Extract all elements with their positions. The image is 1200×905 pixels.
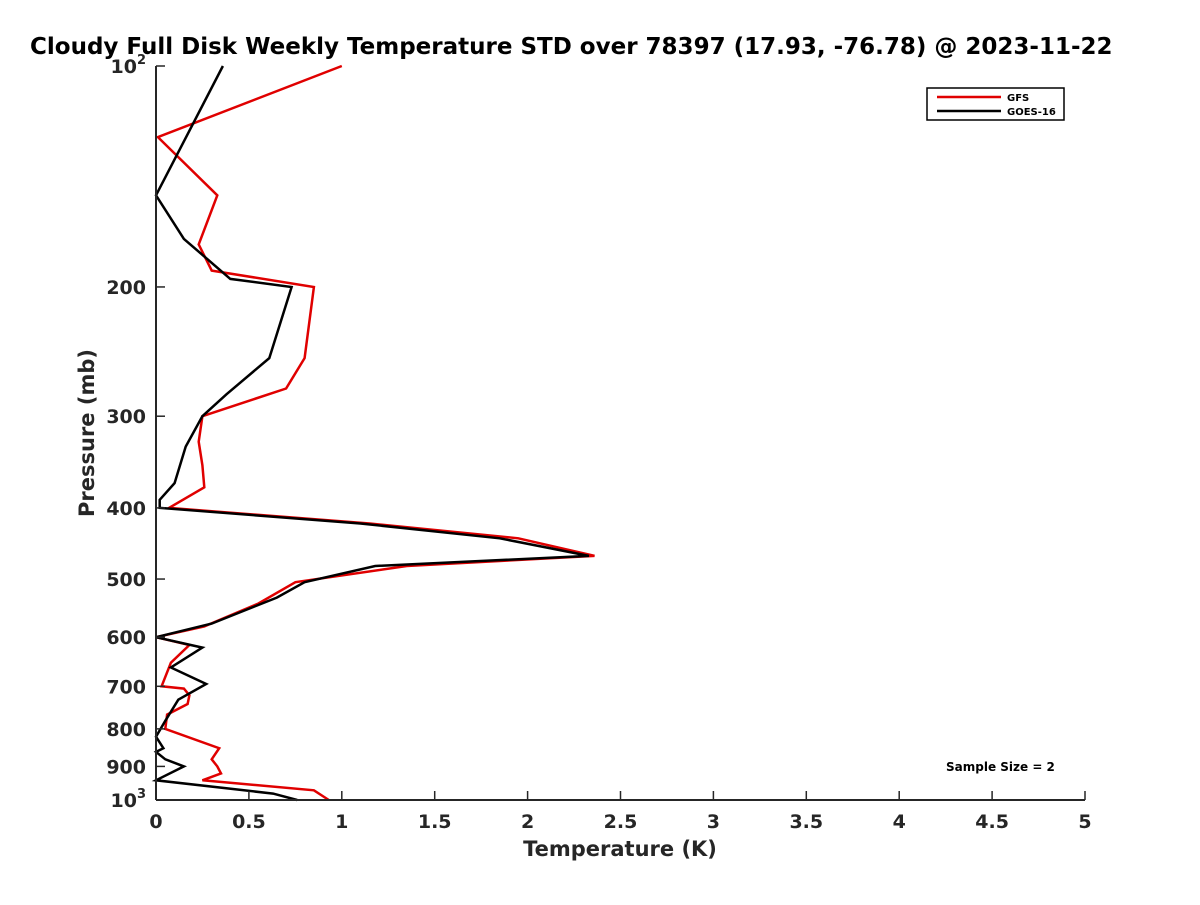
y-tick-label: 103 [111, 787, 147, 812]
legend-label-gfs: GFS [1007, 93, 1029, 104]
x-tick-label: 0 [149, 811, 162, 833]
x-tick-label: 1 [335, 811, 348, 833]
y-axis-label: Pressure (mb) [75, 349, 99, 517]
x-tick-label: 3 [707, 811, 720, 833]
chart-title: Cloudy Full Disk Weekly Temperature STD … [30, 34, 1113, 60]
y-tick-label: 400 [106, 498, 146, 520]
x-axis-label: Temperature (K) [523, 837, 717, 861]
legend-label-goes16: GOES-16 [1007, 107, 1056, 118]
x-tick-label: 2.5 [604, 811, 638, 833]
y-tick-label: 600 [106, 627, 146, 649]
series-line-gfs [155, 64, 595, 802]
y-tick-label: 800 [106, 719, 146, 741]
y-tick-label: 900 [106, 756, 146, 778]
y-tick-label: 200 [106, 277, 146, 299]
x-tick-label: 4.5 [975, 811, 1009, 833]
legend: GFS GOES-16 [926, 87, 1065, 121]
y-tick-label: 500 [106, 569, 146, 591]
x-tick-label: 1.5 [418, 811, 452, 833]
x-tick-label: 5 [1078, 811, 1091, 833]
x-tick-label: 2 [521, 811, 534, 833]
y-tick-label: 300 [106, 406, 146, 428]
legend-box [926, 87, 1065, 121]
x-tick-label: 4 [893, 811, 906, 833]
x-ticks: 0 0.5 1 1.5 2 2.5 3 3.5 4 4.5 5 [149, 791, 1092, 833]
y-tick-label: 700 [106, 676, 146, 698]
y-ticks: 102 200 300 400 500 600 700 800 900 103 [106, 53, 165, 812]
series-line-goes16 [151, 65, 590, 802]
sample-size-annotation: Sample Size = 2 [946, 760, 1055, 774]
series-layer [151, 64, 595, 802]
x-tick-label: 0.5 [232, 811, 266, 833]
x-tick-label: 3.5 [789, 811, 823, 833]
y-tick-label: 102 [111, 53, 147, 78]
